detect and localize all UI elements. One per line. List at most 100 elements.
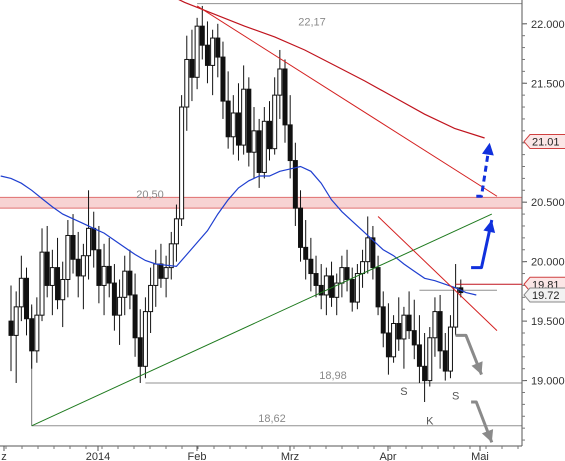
candle-body-27 <box>148 284 154 313</box>
candle-body-32 <box>173 218 179 245</box>
candle-body-18 <box>101 265 107 286</box>
candle-body-39 <box>210 37 216 66</box>
candle-body-31 <box>168 243 174 269</box>
candle-body-71 <box>375 267 381 308</box>
candle-body-15 <box>86 227 92 257</box>
pattern-label-1: K <box>426 416 434 428</box>
x-tick-label-4: Apr <box>379 451 396 461</box>
candle-body-34 <box>184 58 190 108</box>
price-label-2: 19.72 <box>532 290 560 302</box>
x-tick-label-2: Feb <box>188 451 207 461</box>
candle-body-75 <box>396 322 402 340</box>
blue-moving-average <box>0 165 477 296</box>
candle-body-63 <box>334 282 340 298</box>
annotation-text-layer: 22,17 20,50 18,98 18,62 S K S <box>136 17 459 428</box>
candle-body-45 <box>241 88 247 146</box>
candle-body-47 <box>251 130 257 153</box>
candle-body-30 <box>163 267 169 279</box>
candle-body-42 <box>225 100 231 138</box>
candle-body-38 <box>204 44 210 66</box>
candle-body-61 <box>323 275 329 296</box>
candle-body-56 <box>298 207 304 248</box>
candle-body-76 <box>401 314 407 340</box>
pattern-label-0: S <box>400 386 407 398</box>
candle-body-28 <box>153 263 159 286</box>
red-falling-trendline <box>377 216 498 331</box>
bearish-continuation-arrow-head <box>481 429 494 443</box>
candle-body-24 <box>132 294 138 339</box>
candle-body-82 <box>432 311 438 339</box>
candle-body-40 <box>215 37 221 58</box>
price-label-box-2 <box>523 287 565 303</box>
candle-body-9 <box>55 267 61 301</box>
candle-body-60 <box>318 284 324 296</box>
candle-body-4 <box>29 318 35 352</box>
candle-body-6 <box>39 251 45 316</box>
candle-body-49 <box>261 120 267 173</box>
candle-body-23 <box>127 270 133 296</box>
level-label-3: 18,62 <box>258 413 286 425</box>
y-tick-label-5: 21.500 <box>531 78 565 90</box>
candle-body-11 <box>65 234 71 280</box>
red-moving-average <box>178 0 485 139</box>
level-label-2: 18,98 <box>319 370 347 382</box>
green-support-trendline <box>31 213 493 427</box>
pattern-label-2: S <box>452 391 459 403</box>
candle-body-81 <box>427 337 433 382</box>
candle-body-58 <box>308 258 314 275</box>
candle-body-59 <box>313 273 319 286</box>
price-label-box-0 <box>523 134 565 150</box>
bullish-arrow-head <box>483 220 496 233</box>
red-resistance-trendline <box>196 5 498 197</box>
candle-body-21 <box>117 296 123 316</box>
candle-body-19 <box>106 265 112 284</box>
level-label-1: 20,50 <box>136 189 164 201</box>
candle-body-0 <box>8 320 14 336</box>
trendlines-layer <box>31 5 498 427</box>
candle-body-77 <box>406 314 412 332</box>
x-tick-label-0: z <box>1 451 7 461</box>
x-tick-label-3: Mrz <box>281 451 299 461</box>
bearish-continuation-arrow-shaft <box>471 400 494 443</box>
candle-body-1 <box>13 306 19 336</box>
candle-body-74 <box>391 322 397 358</box>
candle-body-72 <box>380 306 386 334</box>
candle-body-79 <box>416 344 422 367</box>
candle-body-8 <box>49 267 55 286</box>
candle-body-16 <box>91 227 97 251</box>
bullish-dashed-arrow-head <box>482 142 494 156</box>
candle-body-25 <box>137 337 143 367</box>
candle-body-73 <box>385 332 391 358</box>
price-label-0: 21.01 <box>532 137 560 149</box>
bearish-arrow-shaft <box>455 333 483 376</box>
candle-body-3 <box>24 277 30 320</box>
candle-body-78 <box>411 330 417 346</box>
candle-body-68 <box>360 261 366 275</box>
level-label-0: 22,17 <box>298 17 326 29</box>
candle-body-7 <box>44 251 50 286</box>
candle-body-51 <box>272 94 278 150</box>
resistance-zone <box>0 197 522 209</box>
candle-body-48 <box>256 130 262 173</box>
candle-body-41 <box>220 56 226 102</box>
scenario-arrows-layer <box>455 142 496 443</box>
candle-body-17 <box>96 249 102 286</box>
candle-body-2 <box>18 277 24 308</box>
y-tick-label-6: 22.000 <box>531 19 565 31</box>
y-tick-label-3: 20.500 <box>531 197 565 209</box>
candle-body-83 <box>437 311 443 352</box>
moving-averages-layer <box>0 0 485 296</box>
candle-body-46 <box>246 88 252 153</box>
candle-body-66 <box>349 278 355 303</box>
candle-body-84 <box>442 350 448 372</box>
candle-body-67 <box>354 273 360 303</box>
candle-body-70 <box>370 237 376 269</box>
candle-body-64 <box>339 267 345 284</box>
resistance-zone-layer <box>0 196 522 209</box>
candle-body-55 <box>292 160 298 209</box>
candle-body-35 <box>189 58 195 78</box>
candle-body-33 <box>179 106 185 220</box>
